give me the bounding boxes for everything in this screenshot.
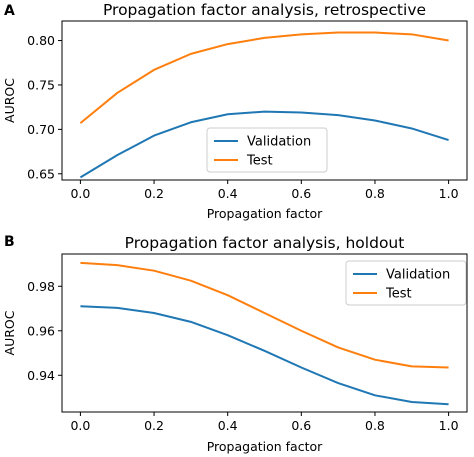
y-tick-label: 0.75 <box>27 77 55 92</box>
panel-letter-b: B <box>4 234 15 250</box>
x-tick-label: 0.4 <box>218 418 238 433</box>
x-tick-label: 0.0 <box>70 418 90 433</box>
x-tick-label: 1.0 <box>439 186 459 201</box>
legend-label-test: Test <box>246 154 273 169</box>
series-line-test <box>80 261 449 369</box>
x-tick-label: 0.2 <box>144 418 164 433</box>
x-axis-label-b: Propagation factor <box>207 439 323 454</box>
x-tick-label: 0.0 <box>70 186 90 201</box>
plot-frame-b <box>61 253 468 413</box>
series-lines-a <box>79 31 449 179</box>
x-tick-label: 0.8 <box>365 418 385 433</box>
y-tick-label: 0.65 <box>27 166 55 181</box>
panel-letter-a: A <box>4 3 15 19</box>
axis-ticks-b: 0.0 0.2 0.4 0.6 0.8 1.0 0.94 0.96 0.98 <box>27 279 458 433</box>
y-tick-label: 0.96 <box>27 323 55 338</box>
plot-frame-a <box>61 20 468 181</box>
chart-title-b: Propagation factor analysis, holdout <box>125 234 405 252</box>
series-line-validation <box>79 110 449 179</box>
y-tick-label: 0.70 <box>27 122 55 137</box>
legend-label-validation: Validation <box>247 135 311 150</box>
legend-b: Validation Test <box>345 260 467 306</box>
series-line-validation <box>80 305 449 406</box>
panel-a: A Propagation factor analysis, retrospec… <box>2 1 468 221</box>
x-tick-label: 0.6 <box>291 186 311 201</box>
y-tick-label: 0.94 <box>27 368 55 383</box>
axis-ticks-a: 0.0 0.2 0.4 0.6 0.8 1.0 0.65 0.70 0.75 0.80 <box>27 33 458 201</box>
chart-title-a: Propagation factor analysis, retrospecti… <box>103 1 426 19</box>
x-tick-label: 0.6 <box>291 418 311 433</box>
legend-label-validation: Validation <box>386 268 450 283</box>
x-tick-label: 1.0 <box>439 418 459 433</box>
series-lines-b <box>80 261 449 406</box>
legend-a: Validation Test <box>206 127 328 173</box>
legend-label-test: Test <box>385 287 412 302</box>
panel-b: B Propagation factor analysis, holdout P… <box>2 234 468 454</box>
x-tick-label: 0.4 <box>218 186 238 201</box>
y-tick-label: 0.98 <box>27 279 55 294</box>
y-axis-label-a: AUROC <box>2 78 17 123</box>
y-tick-label: 0.80 <box>27 33 55 48</box>
y-axis-label-b: AUROC <box>2 310 17 355</box>
series-line-test <box>79 31 449 124</box>
x-tick-label: 0.2 <box>144 186 164 201</box>
x-axis-label-a: Propagation factor <box>207 206 323 221</box>
x-tick-label: 0.8 <box>365 186 385 201</box>
